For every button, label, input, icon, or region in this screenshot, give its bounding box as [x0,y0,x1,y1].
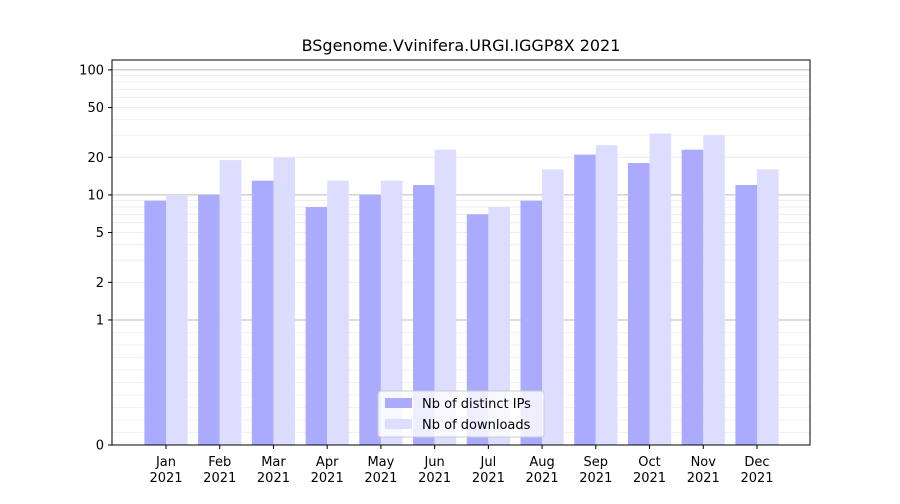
x-tick-label: Sep [584,455,609,470]
chart-title: BSgenome.Vvinifera.URGI.IGGP8X 2021 [302,36,621,55]
x-tick-label: May [367,455,394,470]
x-tick-label: Mar [261,455,286,470]
legend-label: Nb of downloads [422,418,531,433]
legend-box [377,390,545,438]
y-tick-label: 100 [79,63,104,78]
y-tick-label: 0 [96,439,104,454]
x-tick-label-year: 2021 [311,471,344,486]
x-tick-label-year: 2021 [526,471,559,486]
bar-downloads [327,180,349,445]
bar-ips [574,154,596,446]
bar-downloads [166,194,188,445]
x-tick-label: Nov [691,455,717,470]
x-tick-label: Oct [638,455,660,470]
x-tick-label: Feb [208,455,231,470]
bar-downloads [488,207,510,445]
bar-ips [627,163,650,445]
bar-downloads [273,157,296,445]
bar-downloads [595,145,618,445]
bar-ips [198,194,220,445]
x-tick-label: Jun [423,455,444,470]
bar-downloads [542,169,564,445]
bar-ips [466,214,489,445]
y-tick-label: 2 [96,276,104,291]
bar-ips [144,200,166,445]
x-tick-label-year: 2021 [203,471,236,486]
bar-downloads [380,180,403,445]
x-tick-label-year: 2021 [472,471,505,486]
x-tick-label-year: 2021 [687,471,720,486]
x-tick-label-year: 2021 [418,471,451,486]
y-tick-label: 50 [87,101,104,116]
bar-downloads [703,135,725,445]
x-tick-label-year: 2021 [633,471,666,486]
bar-ips [359,194,381,445]
bar-downloads [757,169,779,445]
x-tick-label: Jan [155,455,176,470]
bar-ips [305,207,328,445]
x-tick-label-year: 2021 [149,471,182,486]
legend: Nb of distinct IPs Nb of downloads [377,390,545,438]
y-tick-label: 20 [87,151,104,166]
bar-ips [251,180,274,445]
x-tick-label: Dec [744,455,769,470]
x-tick-label: Jul [480,455,497,470]
plot-frame [111,59,811,446]
x-axis: Jan2021Feb2021Mar2021Apr2021May2021Jun20… [149,445,774,486]
bar-ips [681,149,704,446]
bar-ips [413,185,435,445]
bar-ips [520,200,543,445]
legend-label: Nb of distinct IPs [422,397,531,412]
legend-swatch [385,398,412,408]
legend-swatch [385,419,412,429]
bar-downloads [434,149,457,446]
bar-downloads [219,160,242,445]
x-tick-label: Aug [529,455,554,470]
bar-downloads [649,133,672,445]
x-tick-label-year: 2021 [579,471,612,486]
y-tick-label: 5 [96,226,104,241]
x-tick-label-year: 2021 [364,471,397,486]
bar-ips [735,185,757,445]
y-axis: 0 1 2 5 10 20 50 100 [79,63,112,454]
x-tick-label: Apr [316,455,339,470]
y-tick-label: 10 [87,188,104,203]
x-tick-label-year: 2021 [257,471,290,486]
x-tick-label-year: 2021 [740,471,773,486]
y-tick-label: 1 [96,313,104,328]
bars [144,133,779,446]
